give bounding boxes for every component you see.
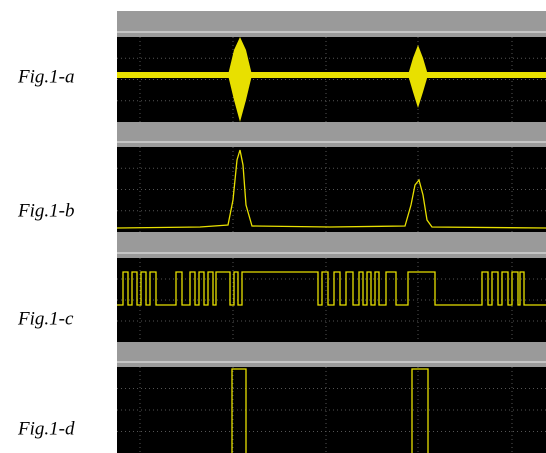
header-highlight	[117, 361, 546, 363]
header-bar	[117, 122, 546, 147]
header-bar	[117, 11, 546, 37]
panels	[117, 11, 546, 453]
header-bar	[117, 342, 546, 367]
figure-label: Fig.1-d	[17, 418, 75, 439]
header-highlight	[117, 252, 546, 254]
figure-label: Fig.1-a	[17, 66, 74, 87]
header-highlight	[117, 141, 546, 143]
figure-label: Fig.1-b	[17, 200, 74, 221]
header-highlight	[117, 31, 546, 33]
figure: Fig.1-a Fig.1-b Fig.1-c Fig.1-d	[0, 0, 546, 453]
header-bar	[117, 232, 546, 258]
figure-label: Fig.1-c	[17, 308, 74, 329]
noise-band	[117, 72, 546, 78]
